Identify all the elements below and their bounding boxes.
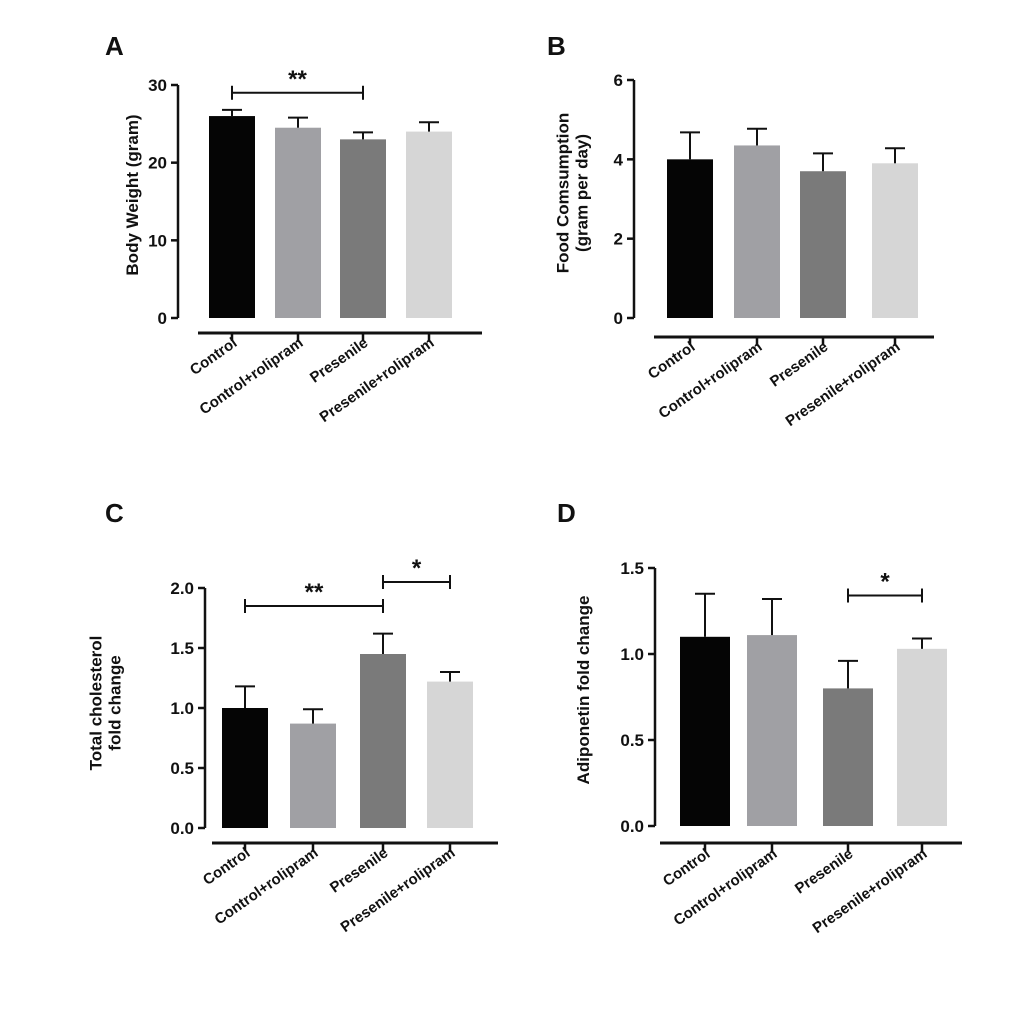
panel-b-category-label: Control — [645, 338, 698, 383]
panel-a-category-label: Control — [187, 334, 240, 379]
panel-b-bar — [667, 159, 713, 318]
panel-b-letter: B — [547, 31, 566, 61]
panel-b-y-label: Food Comsumption(gram per day) — [554, 113, 592, 274]
panel-c-category-label: Presenile+rolipram — [338, 844, 459, 936]
panel-c-category-label: Presenile — [327, 844, 391, 896]
panel-b-y-tick-label: 0 — [614, 309, 623, 328]
panel-c-y-tick-label: 0.5 — [170, 759, 194, 778]
panel-c-y-label-line: Total cholesterol — [87, 636, 106, 771]
panel-a-y-tick-label: 20 — [148, 154, 167, 173]
panel-d-category-label: Control — [660, 845, 713, 890]
panel-d-y-label-line: Adiponetin fold change — [574, 596, 593, 785]
panel-a-y-label: Body Weight (gram) — [123, 114, 142, 275]
panel-b-bar — [872, 163, 918, 318]
panel-a-bar — [275, 127, 321, 318]
panel-b-bar — [800, 171, 846, 318]
panel-a-bar — [209, 116, 255, 318]
panel-d-y-label: Adiponetin fold change — [574, 596, 593, 785]
panel-d-letter: D — [557, 498, 576, 528]
panel-c-bar — [360, 654, 406, 828]
panel-c-y-tick-label: 1.5 — [170, 639, 194, 658]
panel-d-y-tick-label: 0.5 — [620, 731, 644, 750]
panel-d-category-label: Presenile — [792, 845, 856, 897]
panel-b-bar — [734, 145, 780, 318]
panel-b-y-label-line: Food Comsumption — [554, 113, 573, 274]
panel-d-bar — [897, 648, 947, 826]
panel-d-bar — [747, 635, 797, 826]
panel-b-y-label-line: (gram per day) — [573, 134, 592, 252]
panel-a-bar — [406, 131, 452, 318]
panel-c-significance-label: * — [412, 555, 422, 582]
panel-c-bar — [222, 708, 268, 828]
panel-d-significance-label: * — [880, 569, 890, 596]
panel-a-category-label: Presenile — [307, 334, 371, 386]
panel-a-bar — [340, 139, 386, 318]
panel-a-letter: A — [105, 31, 124, 61]
panel-d-y-tick-label: 1.5 — [620, 559, 644, 578]
panel-c-y-tick-label: 0.0 — [170, 819, 194, 838]
panel-d-bar — [680, 636, 730, 826]
panel-a-y-tick-label: 0 — [158, 309, 167, 328]
panel-a-significance-label: ** — [288, 66, 307, 93]
panel-c-y-label: Total cholesterolfold change — [87, 636, 125, 771]
panel-d-y-tick-label: 1.0 — [620, 645, 644, 664]
panel-a-y-tick-label: 10 — [148, 231, 167, 250]
panel-a-y-tick-label: 30 — [148, 76, 167, 95]
panel-c-y-tick-label: 1.0 — [170, 699, 194, 718]
panel-c-category-label: Control — [200, 844, 253, 889]
panel-d-bar — [823, 688, 873, 826]
panel-b-y-tick-label: 2 — [614, 230, 623, 249]
panel-b-y-tick-label: 4 — [614, 150, 624, 169]
panel-c-bar — [427, 681, 473, 828]
panel-b-category-label: Presenile — [767, 338, 831, 390]
panel-c-y-label-line: fold change — [106, 655, 125, 750]
panel-a-y-label-line: Body Weight (gram) — [123, 114, 142, 275]
panel-c-y-tick-label: 2.0 — [170, 579, 194, 598]
panel-b-y-tick-label: 6 — [614, 71, 623, 90]
panel-c-significance-label: ** — [305, 579, 324, 606]
panel-c-bar — [290, 723, 336, 828]
panel-a-category-label: Presenile+rolipram — [317, 334, 438, 426]
panel-d-y-tick-label: 0.0 — [620, 817, 644, 836]
panel-c-letter: C — [105, 498, 124, 528]
